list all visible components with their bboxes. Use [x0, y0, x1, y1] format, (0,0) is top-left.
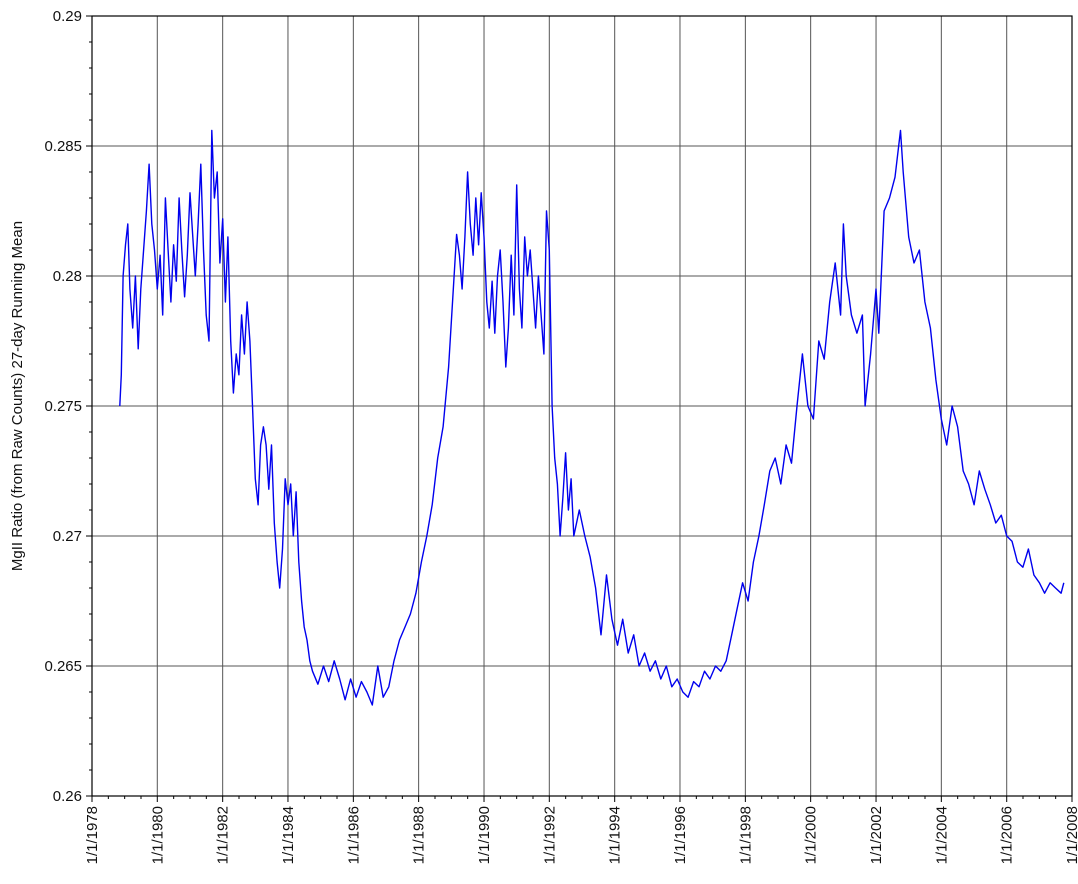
y-tick-label: 0.285: [44, 138, 82, 155]
x-tick-label: 1/1/2008: [1064, 806, 1078, 864]
x-tick-label: 1/1/1992: [541, 806, 558, 864]
y-tick-label: 0.27: [53, 528, 82, 545]
x-tick-label: 1/1/1994: [607, 806, 624, 864]
y-tick-label: 0.29: [53, 8, 82, 25]
x-tick-label: 1/1/2000: [803, 806, 820, 864]
x-tick-label: 1/1/2006: [999, 806, 1016, 864]
x-tick-label: 1/1/1984: [280, 806, 297, 864]
y-tick-label: 0.275: [44, 398, 82, 415]
x-tick-label: 1/1/1986: [345, 806, 362, 864]
x-tick-label: 1/1/1982: [215, 806, 232, 864]
x-tick-label: 1/1/1988: [411, 806, 428, 864]
x-tick-label: 1/1/2002: [868, 806, 885, 864]
y-axis-ticks: 0.26 0.265 0.27 0.275 0.28 0.285 0.29: [44, 8, 92, 805]
x-tick-label: 1/1/1990: [476, 806, 493, 864]
x-tick-label: 1/1/1980: [149, 806, 166, 864]
grid-lines: [91, 15, 1073, 797]
x-tick-label: 1/1/1978: [84, 806, 101, 864]
y-tick-label: 0.26: [53, 788, 82, 805]
y-tick-label: 0.28: [53, 268, 82, 285]
x-tick-label: 1/1/2004: [933, 806, 950, 864]
x-tick-label: 1/1/1996: [672, 806, 689, 864]
y-tick-label: 0.265: [44, 658, 82, 675]
y-axis-title: MgII Ratio (from Raw Counts) 27-day Runn…: [9, 221, 26, 571]
series-line: [119, 129, 1065, 706]
x-axis-ticks: 1/1/1978 1/1/1980 1/1/1982 1/1/1984 1/1/1986…: [84, 796, 1078, 864]
x-tick-label: 1/1/1998: [737, 806, 754, 864]
